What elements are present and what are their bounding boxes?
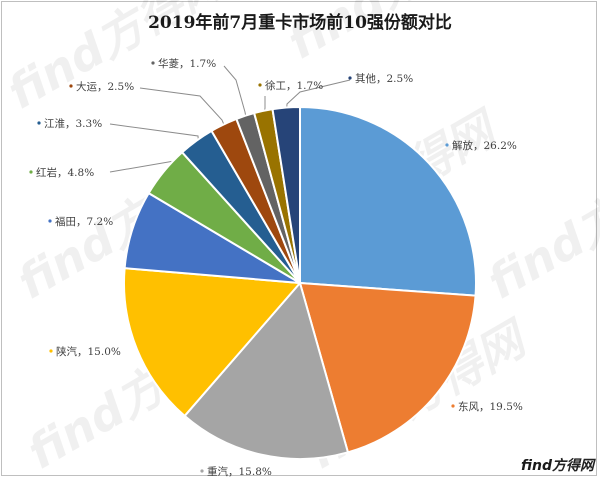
leader-line — [109, 123, 200, 145]
pie-slice-1 — [299, 105, 477, 297]
slice-label-marker — [348, 76, 352, 80]
slice-label-9: 华菱，1.7% — [158, 57, 216, 70]
slice-labels: 解放，26.2% 东风，19.5% 重汽，15.8% 陕汽，15.0% 福田，7.2% 红… — [29, 57, 523, 478]
slice-label-marker — [49, 349, 53, 353]
slice-label-marker — [451, 404, 455, 408]
slice-label-marker — [48, 219, 52, 223]
slice-label-marker — [29, 170, 33, 174]
pie-slice-3 — [183, 280, 350, 460]
slice-label-marker — [69, 84, 73, 88]
chart-title: 2019年前7月重卡市场前10强份额对比 — [148, 13, 452, 33]
slice-label-marker — [151, 61, 155, 65]
pie-slice-11 — [271, 105, 301, 284]
watermark-text: find方得网 — [479, 140, 600, 310]
slice-label-marker — [445, 143, 449, 147]
slice-label-7: 江淮，3.3% — [44, 118, 102, 130]
slice-label-1: 解放，26.2% — [452, 139, 517, 152]
brand-logo: find方得网 — [520, 458, 594, 474]
pie-slices — [123, 105, 477, 460]
leader-line — [139, 87, 226, 129]
slice-label-5: 福田，7.2% — [55, 215, 113, 228]
slice-label-3: 重汽，15.8% — [207, 465, 272, 478]
slice-label-2: 东风，19.5% — [458, 400, 523, 413]
pie-slice-4 — [123, 267, 303, 418]
slice-label-6: 红岩，4.8% — [36, 166, 94, 179]
slice-label-marker — [200, 469, 204, 473]
slice-label-10: 徐工，1.7% — [265, 79, 323, 92]
slice-label-8: 大运，2.5% — [76, 80, 134, 93]
slice-label-4: 陕汽，15.0% — [56, 345, 121, 358]
slice-label-marker — [258, 83, 262, 87]
slice-label-marker — [37, 121, 41, 125]
watermark-text: find方得网 — [279, 0, 519, 70]
leader-line — [223, 65, 247, 120]
slice-label-11: 其他，2.5% — [355, 72, 413, 85]
pie-slice-2 — [298, 281, 477, 454]
